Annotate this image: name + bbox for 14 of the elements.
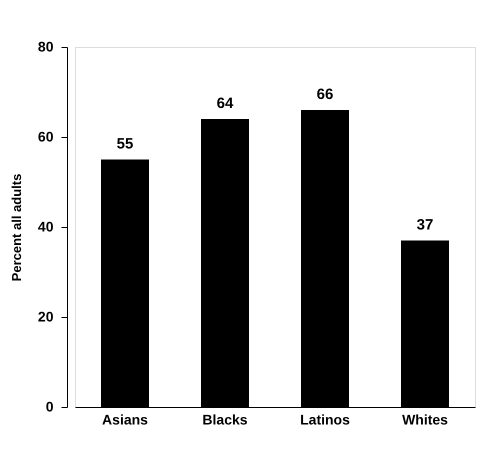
- x-tick-label: Blacks: [202, 412, 248, 428]
- y-tick-label: 80: [38, 38, 54, 54]
- data-label: 55: [116, 136, 134, 152]
- y-tick-label: 20: [38, 308, 54, 324]
- x-tick-label: Asians: [102, 412, 148, 428]
- x-tick-label: Latinos: [300, 412, 350, 428]
- data-label: 64: [216, 95, 234, 112]
- data-label: 37: [416, 216, 434, 234]
- y-axis-title: Percent all adults: [8, 174, 24, 282]
- y-tick-label: 0: [46, 398, 54, 414]
- data-label: 66: [316, 86, 334, 103]
- x-tick-label: Whites: [402, 412, 448, 428]
- y-tick-label: 40: [38, 218, 54, 234]
- y-tick-label: 60: [38, 128, 54, 144]
